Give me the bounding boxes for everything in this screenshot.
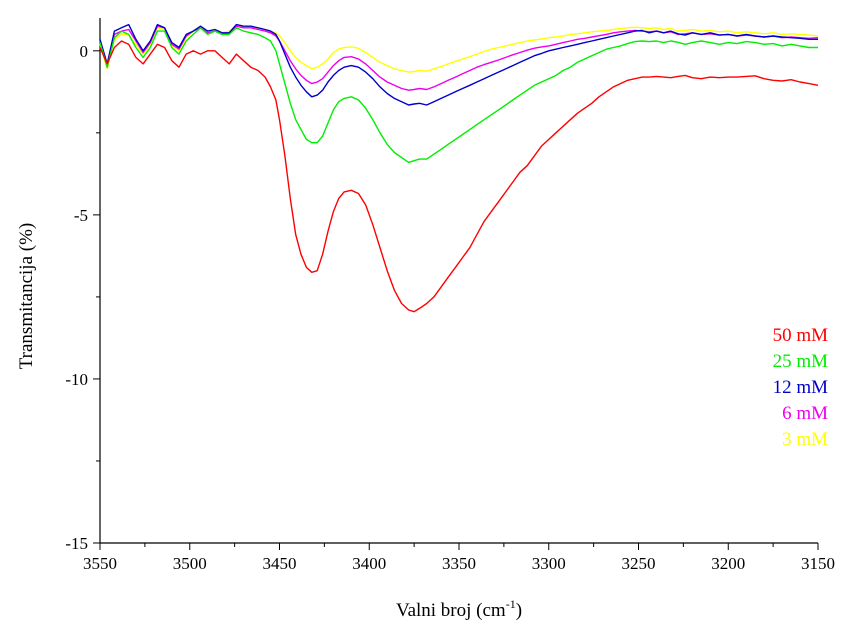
x-tick-label: 3150 [801, 554, 835, 573]
x-tick-label: 3500 [173, 554, 207, 573]
legend-entry-3-mm: 3 mM [782, 429, 828, 450]
x-tick-label: 3250 [622, 554, 656, 573]
y-tick-label: -15 [65, 534, 88, 553]
plot-lines [99, 23, 819, 313]
x-tick-label: 3450 [263, 554, 297, 573]
legend-entry-12-mm: 12 mM [773, 377, 829, 398]
series-line-6-mm [99, 25, 819, 91]
x-tick-label: 3300 [532, 554, 566, 573]
legend-entry-50-mm: 50 mM [773, 325, 829, 346]
x-tick-label: 3200 [711, 554, 745, 573]
y-tick-label: -10 [65, 370, 88, 389]
x-tick-label: 3400 [352, 554, 386, 573]
axes [93, 18, 819, 550]
x-tick-label: 3350 [442, 554, 476, 573]
tick-labels: 3550 3500 3450 3400 3350 3300 3250 3200 3150 0 -5 -… [65, 42, 835, 573]
y-tick-label: 0 [80, 42, 89, 61]
series-line-12-mm [99, 23, 818, 106]
x-axis-title-main: Valni broj (cm [396, 600, 506, 621]
legend-entry-6-mm: 6 mM [782, 403, 828, 424]
legend-entry-25-mm: 25 mM [773, 351, 829, 372]
x-tick-label: 3550 [83, 554, 117, 573]
x-axis-title: Valni broj (cm-1) [396, 597, 522, 621]
series-line-50-mm [99, 40, 819, 313]
x-axis-title-end: ) [516, 600, 522, 621]
series-line-25-mm [99, 27, 818, 164]
y-tick-label: -5 [74, 206, 88, 225]
x-axis-title-superscript: -1 [506, 597, 516, 611]
legend: 50 mM 25 mM 12 mM 6 mM 3 mM [773, 325, 829, 450]
y-axis-title: Transmitancija (%) [16, 223, 37, 370]
